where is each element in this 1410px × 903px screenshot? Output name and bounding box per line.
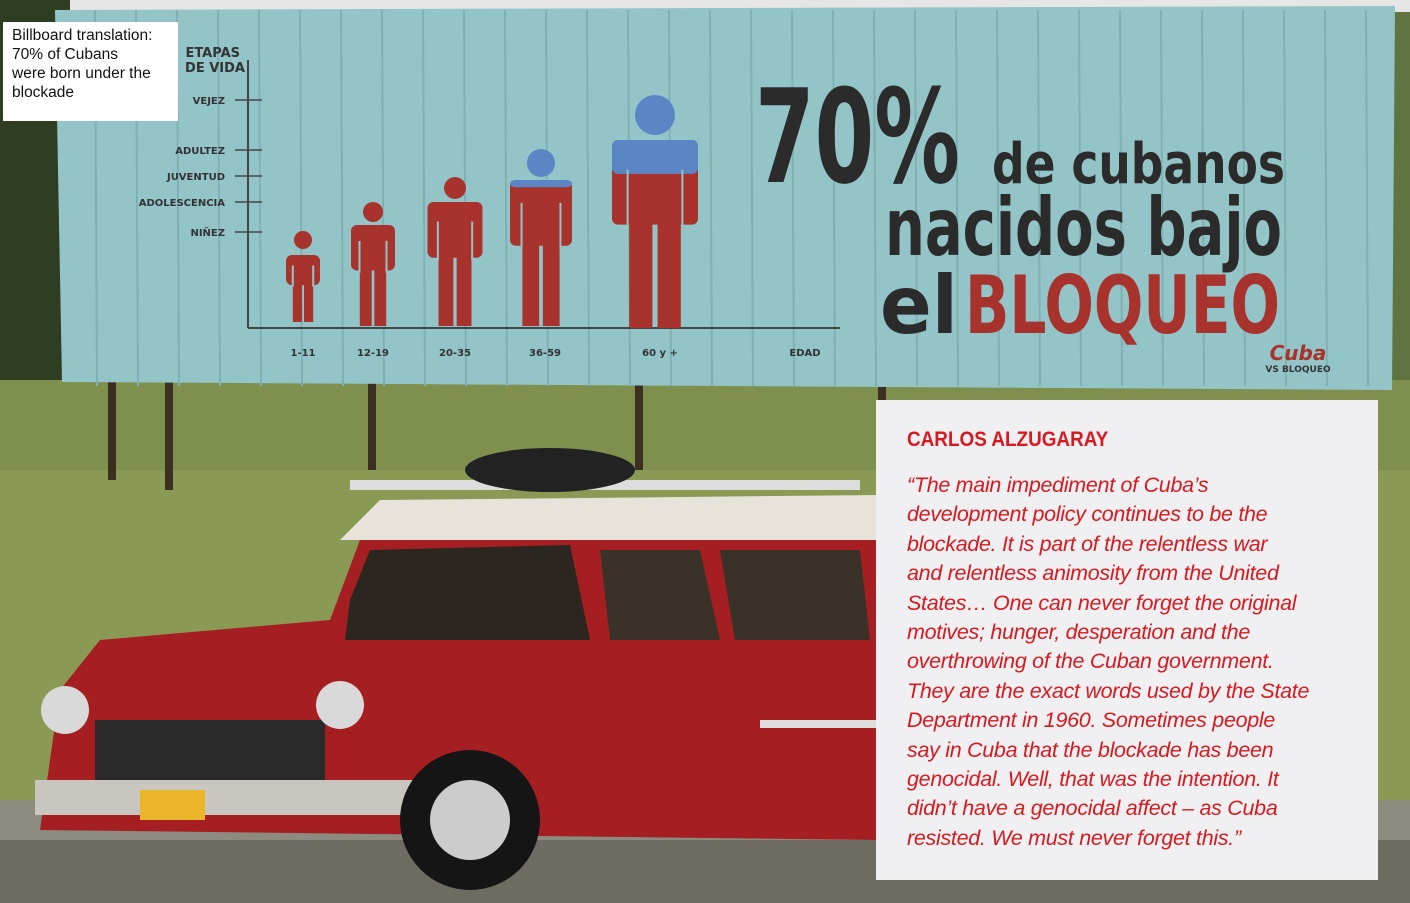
page: ETAPASDE VIDA VEJEZ ADULTEZ JUVENTUD ADOLESC… bbox=[0, 0, 1410, 903]
stage-label: ADULTEZ bbox=[175, 146, 225, 157]
figure-torso-blue bbox=[510, 180, 572, 187]
headline-emphasis: BLOQUEO bbox=[965, 259, 1280, 352]
quote-line: Department in 1960. Sometimes people bbox=[907, 706, 1309, 735]
quote-box: CARLOS ALZUGARAY “The main impediment of… bbox=[876, 400, 1378, 880]
stage-label: ADOLESCENCIA bbox=[139, 198, 226, 209]
figure-head bbox=[363, 202, 383, 222]
figure-arm-gap bbox=[627, 170, 629, 229]
quote-line: genocidal. Well, that was the intention.… bbox=[907, 765, 1309, 794]
quote-line: blockade. It is part of the relentless w… bbox=[907, 530, 1309, 559]
axis-title: ETAPAS bbox=[185, 46, 240, 61]
caption-line: Billboard translation: bbox=[12, 26, 178, 45]
figure-torso-blue bbox=[612, 140, 698, 174]
figure-arm-gap bbox=[681, 170, 683, 229]
quote-author: CARLOS ALZUGARAY bbox=[907, 428, 1108, 452]
quote-line: States… One can never forget the origina… bbox=[907, 589, 1309, 618]
logo-name: Cuba bbox=[1270, 341, 1327, 365]
figure-leg bbox=[439, 256, 454, 326]
caption-line: were born under the bbox=[12, 64, 178, 83]
figure-torso bbox=[428, 202, 483, 258]
figure-torso bbox=[286, 255, 320, 285]
quote-line: and relentless animosity from the United bbox=[907, 559, 1309, 588]
figure-leg bbox=[522, 244, 539, 326]
figure-leg bbox=[360, 268, 372, 326]
age-label: 12-19 bbox=[357, 348, 389, 359]
stage-label: JUVENTUD bbox=[166, 172, 225, 183]
quote-line: “The main impediment of Cuba’s bbox=[907, 471, 1309, 500]
figure-leg bbox=[658, 223, 681, 328]
quote-line: development policy continues to be the bbox=[907, 500, 1309, 529]
axis-title: DE VIDA bbox=[185, 61, 245, 76]
figure-head bbox=[527, 149, 555, 177]
axis-x-label: EDAD bbox=[789, 348, 820, 359]
figure-leg bbox=[293, 283, 302, 322]
figure-arm-gap bbox=[471, 222, 473, 261]
figure-head bbox=[294, 231, 312, 249]
figure-arm-gap bbox=[386, 241, 388, 273]
quote-line: say in Cuba that the blockade has been bbox=[907, 736, 1309, 765]
figure-leg bbox=[457, 256, 472, 326]
quote-line: overthrowing of the Cuban government. bbox=[907, 647, 1309, 676]
age-label: 1-11 bbox=[290, 348, 315, 359]
age-label: 36-59 bbox=[529, 348, 561, 359]
caption-line: blockade bbox=[12, 83, 178, 102]
quote-line: motives; hunger, desperation and the bbox=[907, 618, 1309, 647]
headline-line: el bbox=[880, 259, 958, 352]
figure-arm-gap bbox=[559, 203, 561, 249]
figure-head bbox=[444, 177, 466, 199]
logo-sub: VS BLOQUEO bbox=[1265, 365, 1331, 375]
quote-line: didn’t have a genocidal affect – as Cuba bbox=[907, 794, 1309, 823]
figure-arm-gap bbox=[521, 203, 523, 249]
figure-leg bbox=[543, 244, 560, 326]
figure-head bbox=[635, 95, 675, 135]
figure-leg bbox=[304, 283, 313, 322]
stage-label: VEJEZ bbox=[193, 96, 225, 107]
figure-leg bbox=[629, 223, 652, 328]
figure-arm-gap bbox=[292, 266, 294, 287]
figure-leg bbox=[374, 268, 386, 326]
stage-label: NIÑEZ bbox=[190, 226, 225, 239]
quote-line: They are the exact words used by the Sta… bbox=[907, 677, 1309, 706]
figure-arm-gap bbox=[358, 241, 360, 273]
age-label: 20-35 bbox=[439, 348, 471, 359]
caption-line: 70% of Cubans bbox=[12, 45, 178, 64]
figure-torso bbox=[510, 180, 572, 246]
age-label: 60 y + bbox=[642, 348, 678, 359]
figure-arm-gap bbox=[437, 222, 439, 261]
figure-arm-gap bbox=[312, 266, 314, 287]
figure-torso bbox=[351, 225, 395, 270]
quote-line: resisted. We must never forget this.” bbox=[907, 824, 1309, 853]
